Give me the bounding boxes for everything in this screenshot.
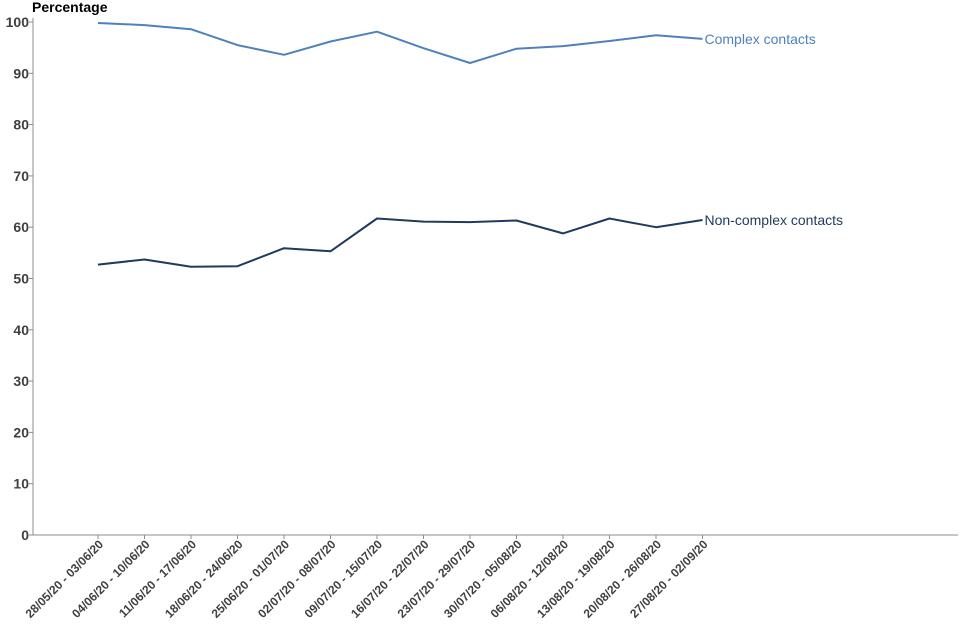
axes (32, 18, 958, 536)
series-label-complex-contacts: Complex contacts (705, 31, 816, 47)
y-tick-label: 100 (6, 14, 30, 30)
y-axis-title: Percentage (32, 0, 108, 15)
x-tick-label: 04/06/20 - 10/06/20 (69, 537, 153, 621)
y-tick-label: 80 (13, 117, 29, 133)
x-tick-label: 23/07/20 - 29/07/20 (395, 537, 479, 621)
y-axis-ticks: 0 10 20 30 40 50 60 70 80 90 100 (6, 14, 33, 543)
x-tick-label: 30/07/20 - 05/08/20 (441, 537, 525, 621)
y-tick-label: 0 (21, 527, 29, 543)
x-tick-label: 20/08/20 - 26/08/20 (581, 537, 665, 621)
series-lines (97, 22, 703, 268)
y-tick-label: 60 (13, 219, 29, 235)
series-labels: Complex contacts Non-complex contacts (705, 31, 844, 228)
y-tick-label: 50 (13, 271, 29, 287)
y-tick-label: 40 (13, 322, 29, 338)
y-tick-label: 70 (13, 168, 29, 184)
x-tick-label: 27/08/20 - 02/09/20 (627, 537, 711, 621)
x-tick-label: 11/06/20 - 17/06/20 (116, 537, 199, 620)
x-tick-label: 28/05/20 - 03/06/20 (23, 537, 107, 621)
x-tick-label: 06/08/20 - 12/08/20 (488, 537, 572, 621)
x-tick-label: 02/07/20 - 08/07/20 (255, 537, 339, 621)
series-line-non-complex-contacts (97, 217, 703, 268)
y-tick-label: 20 (13, 424, 29, 440)
x-tick-label: 25/06/20 - 01/07/20 (209, 537, 293, 621)
y-tick-label: 30 (13, 373, 29, 389)
x-tick-label: 09/07/20 - 15/07/20 (302, 537, 386, 621)
series-label-non-complex-contacts: Non-complex contacts (705, 212, 844, 228)
y-tick-label: 10 (13, 476, 29, 492)
series-line-complex-contacts (97, 22, 703, 64)
x-tick-label: 16/07/20 - 22/07/20 (348, 537, 432, 621)
y-tick-label: 90 (13, 65, 29, 81)
x-tick-label: 18/06/20 - 24/06/20 (162, 537, 246, 621)
x-tick-label: 13/08/20 - 19/08/20 (534, 537, 618, 621)
